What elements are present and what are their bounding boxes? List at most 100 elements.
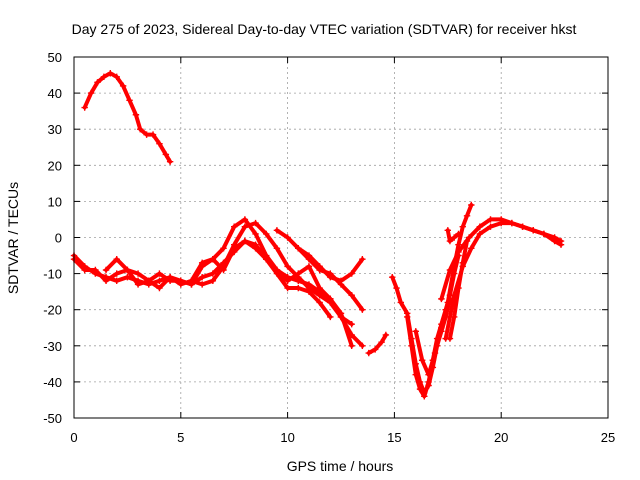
- data-point: [143, 131, 150, 138]
- data-point: [124, 274, 131, 281]
- data-point: [327, 270, 334, 277]
- data-point: [389, 274, 396, 281]
- data-point: [220, 266, 227, 274]
- data-point: [446, 237, 454, 245]
- data-point: [412, 328, 419, 335]
- data-point: [508, 219, 516, 227]
- data-point: [156, 277, 163, 285]
- data-point: [463, 237, 471, 245]
- data-point: [241, 237, 249, 245]
- data-point: [305, 288, 313, 295]
- y-tick-label: -50: [43, 411, 62, 426]
- data-point: [81, 266, 88, 274]
- data-point: [498, 219, 505, 227]
- data-point: [327, 313, 334, 321]
- series-trace: [445, 228, 461, 244]
- data-point: [113, 270, 120, 277]
- data-series-track-7: [295, 245, 366, 313]
- data-point: [476, 223, 484, 230]
- y-tick-label: 10: [48, 194, 62, 209]
- data-point: [451, 313, 458, 321]
- data-point: [412, 371, 419, 378]
- data-point: [444, 299, 451, 306]
- y-tick-label: 30: [48, 122, 62, 137]
- data-series-track-5: [188, 237, 366, 349]
- data-point: [198, 259, 206, 266]
- data-point: [241, 216, 249, 223]
- y-tick-label: -10: [43, 267, 62, 282]
- data-point: [87, 89, 95, 97]
- data-series-track-8: [365, 331, 390, 357]
- data-point: [444, 227, 451, 234]
- data-point: [348, 342, 355, 349]
- series-trace: [104, 217, 354, 348]
- data-point: [284, 284, 291, 292]
- data-point: [209, 277, 217, 285]
- data-point: [166, 158, 174, 165]
- data-point: [231, 245, 238, 252]
- y-tick-label: 50: [48, 50, 62, 65]
- data-point: [113, 255, 120, 263]
- data-point: [455, 230, 462, 238]
- data-point: [220, 245, 227, 252]
- x-tick-label: 0: [70, 430, 77, 445]
- x-axis-label: GPS time / hours: [287, 458, 394, 474]
- data-point: [337, 281, 345, 288]
- data-series-track-4: [102, 216, 355, 349]
- data-point: [305, 255, 313, 263]
- data-point: [540, 230, 548, 238]
- y-tick-label: 40: [48, 86, 62, 101]
- data-point: [102, 277, 110, 285]
- data-point: [551, 234, 558, 241]
- data-point: [156, 270, 163, 277]
- data-point: [365, 349, 372, 357]
- data-point: [530, 227, 537, 234]
- data-series-track-1: [81, 70, 174, 165]
- data-point: [348, 270, 355, 277]
- data-point: [198, 274, 206, 281]
- data-point: [393, 284, 400, 292]
- data-point: [446, 335, 454, 342]
- data-point: [371, 346, 379, 353]
- data-point: [305, 263, 313, 270]
- data-point: [273, 266, 281, 274]
- data-point: [463, 212, 471, 220]
- data-point: [382, 331, 390, 339]
- data-point: [378, 338, 385, 346]
- series-trace: [82, 71, 173, 164]
- data-point: [408, 342, 415, 349]
- data-point: [421, 393, 428, 400]
- data-point: [316, 266, 323, 274]
- data-point: [451, 234, 458, 241]
- data-point: [209, 255, 217, 263]
- data-point: [284, 234, 291, 241]
- data-point: [305, 281, 313, 288]
- data-point: [273, 245, 281, 252]
- data-point: [468, 245, 475, 252]
- data-point: [438, 324, 445, 331]
- data-point: [337, 313, 345, 321]
- data-series-track-14: [446, 237, 471, 342]
- data-point: [252, 241, 259, 248]
- y-axis-label: SDTVAR / TECUs: [5, 182, 21, 294]
- data-point: [252, 230, 259, 238]
- data-point: [126, 97, 133, 104]
- data-point: [107, 70, 114, 77]
- data-point: [418, 357, 426, 364]
- data-point: [149, 131, 157, 138]
- data-point: [487, 216, 494, 223]
- data-point: [81, 104, 88, 111]
- data-point: [134, 270, 142, 277]
- series-trace: [366, 333, 388, 355]
- data-point: [359, 342, 366, 349]
- data-point: [425, 371, 432, 378]
- grid-lines: [74, 57, 608, 418]
- data-point: [446, 266, 454, 274]
- data-point: [455, 241, 462, 248]
- data-point: [468, 201, 475, 209]
- y-tick-label: 0: [55, 231, 62, 246]
- data-point: [145, 277, 152, 285]
- data-point: [455, 248, 462, 256]
- data-point: [94, 79, 101, 86]
